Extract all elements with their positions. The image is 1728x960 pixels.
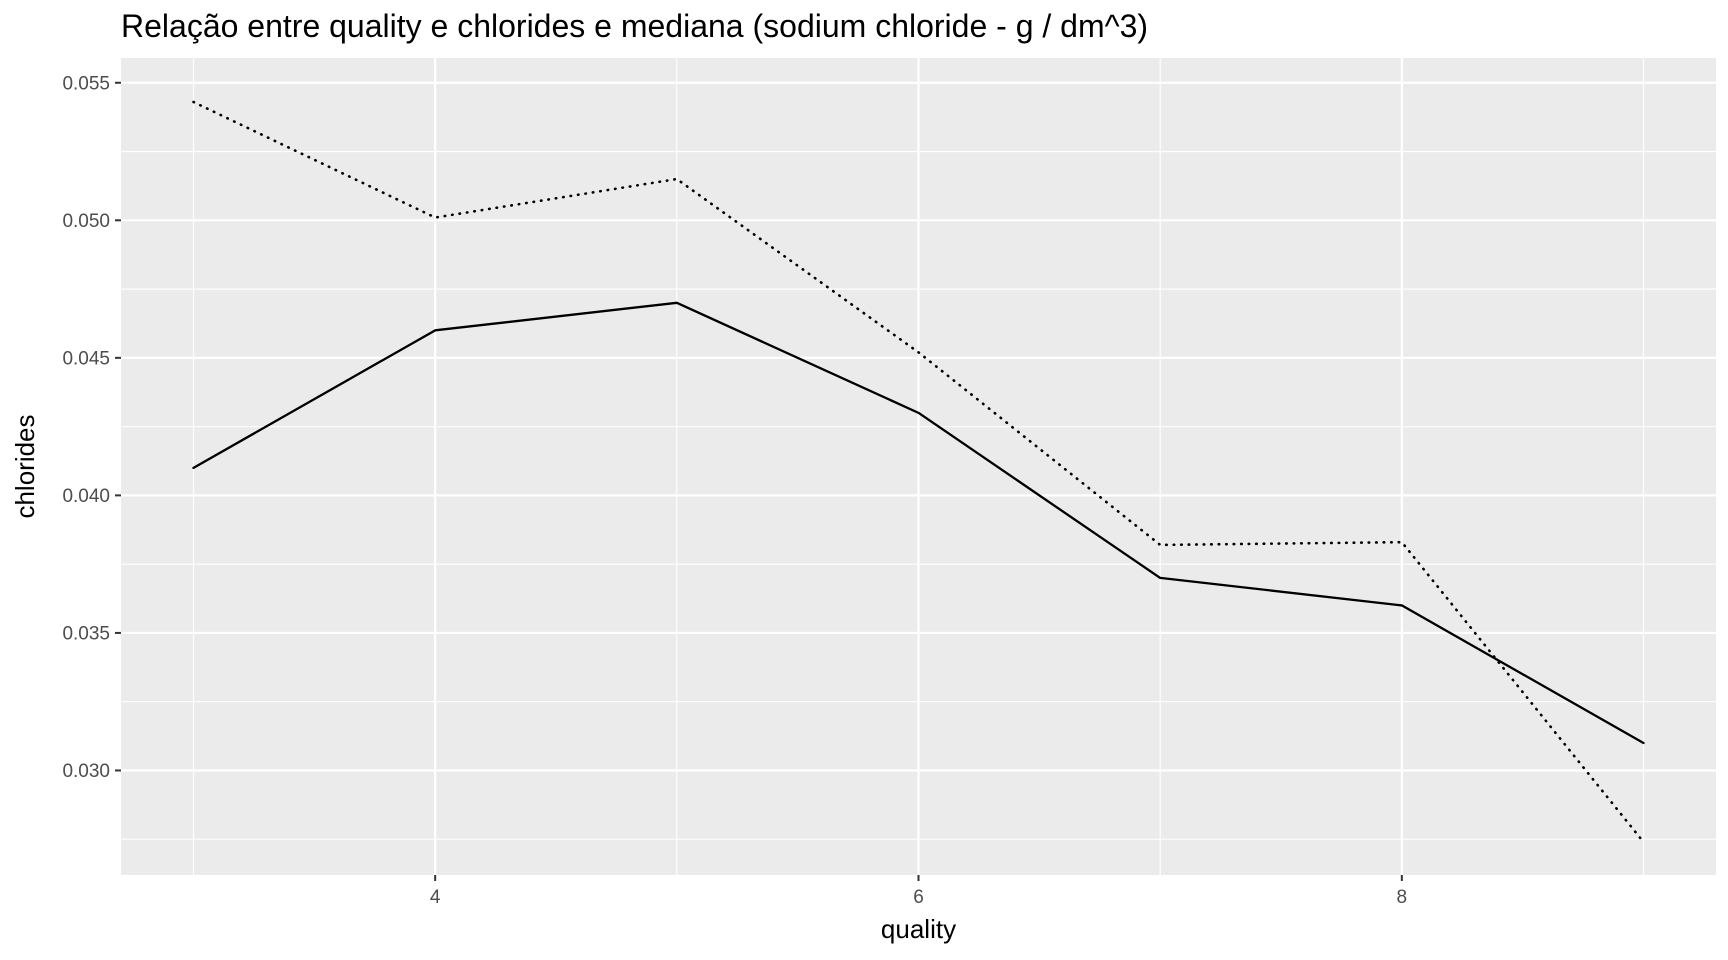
y-axis-title: chlorides — [10, 414, 40, 518]
x-tick-label: 6 — [913, 887, 924, 908]
y-tick-label: 0.045 — [62, 348, 110, 369]
y-tick-label: 0.030 — [62, 761, 110, 782]
median-dotted-line — [192, 100, 1645, 844]
x-axis-title: quality — [881, 914, 956, 944]
y-tick-label: 0.040 — [62, 486, 110, 507]
y-axis: 0.030 0.035 0.040 0.045 0.050 0.055 — [62, 73, 121, 782]
series-layer — [192, 100, 1645, 844]
x-tick-label: 4 — [430, 887, 441, 908]
y-tick-label: 0.035 — [62, 623, 110, 644]
x-axis: 4 6 8 — [430, 875, 1407, 908]
chart-title: Relação entre quality e chlorides e medi… — [121, 8, 1149, 44]
chlorides-solid-line — [192, 301, 1645, 745]
grid-major — [121, 58, 1716, 875]
x-tick-label: 8 — [1397, 887, 1408, 908]
y-tick-label: 0.055 — [62, 73, 110, 94]
y-tick-label: 0.050 — [62, 211, 110, 232]
